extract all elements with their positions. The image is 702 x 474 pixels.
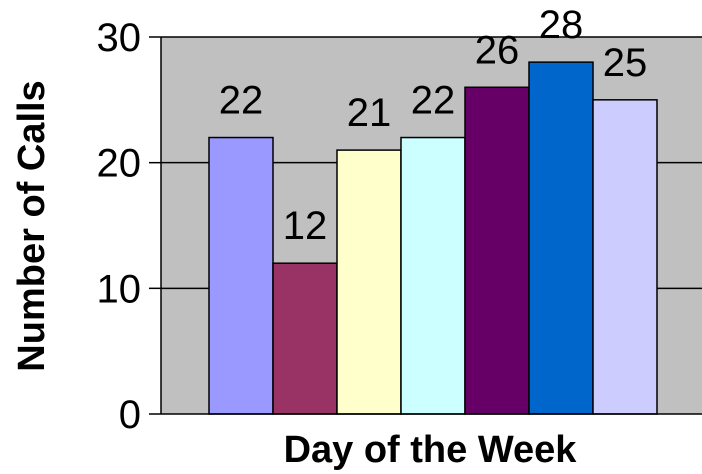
y-tick-label-0: 0 [119,393,141,437]
x-axis-title: Day of the Week [284,429,578,471]
bar-series [208,61,658,415]
y-axis-ticks: 0 10 20 30 [97,16,161,437]
data-labels: 22 12 21 22 26 28 25 [219,3,648,248]
data-label-3: 21 [347,91,392,135]
bar-3 [336,149,402,415]
bar-2 [272,262,338,415]
bar-1 [208,136,274,415]
bar-6 [528,61,594,415]
data-label-5: 26 [475,28,520,72]
y-tick-label-10: 10 [97,267,142,311]
y-axis-title: Number of Calls [11,80,53,371]
data-label-2: 12 [283,204,328,248]
bar-5 [464,86,530,415]
y-tick-label-20: 20 [97,142,142,186]
bar-4 [400,136,466,415]
bar-7 [592,99,658,415]
data-label-7: 25 [603,41,648,85]
y-tick-label-30: 30 [97,16,142,60]
data-label-4: 22 [411,79,456,123]
data-label-1: 22 [219,79,264,123]
data-label-6: 28 [539,3,584,47]
